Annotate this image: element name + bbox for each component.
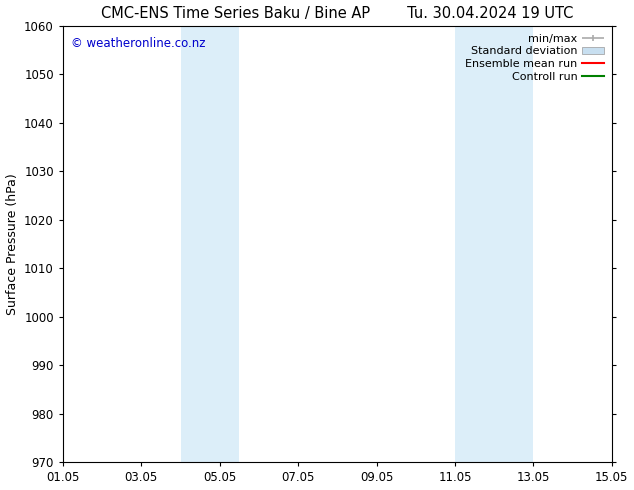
- Text: © weatheronline.co.nz: © weatheronline.co.nz: [71, 37, 205, 50]
- Legend: min/max, Standard deviation, Ensemble mean run, Controll run: min/max, Standard deviation, Ensemble me…: [463, 31, 606, 84]
- Bar: [455, 26, 533, 463]
- Title: CMC-ENS Time Series Baku / Bine AP        Tu. 30.04.2024 19 UTC: CMC-ENS Time Series Baku / Bine AP Tu. 3…: [101, 5, 574, 21]
- Y-axis label: Surface Pressure (hPa): Surface Pressure (hPa): [6, 173, 18, 315]
- Bar: [181, 26, 239, 463]
